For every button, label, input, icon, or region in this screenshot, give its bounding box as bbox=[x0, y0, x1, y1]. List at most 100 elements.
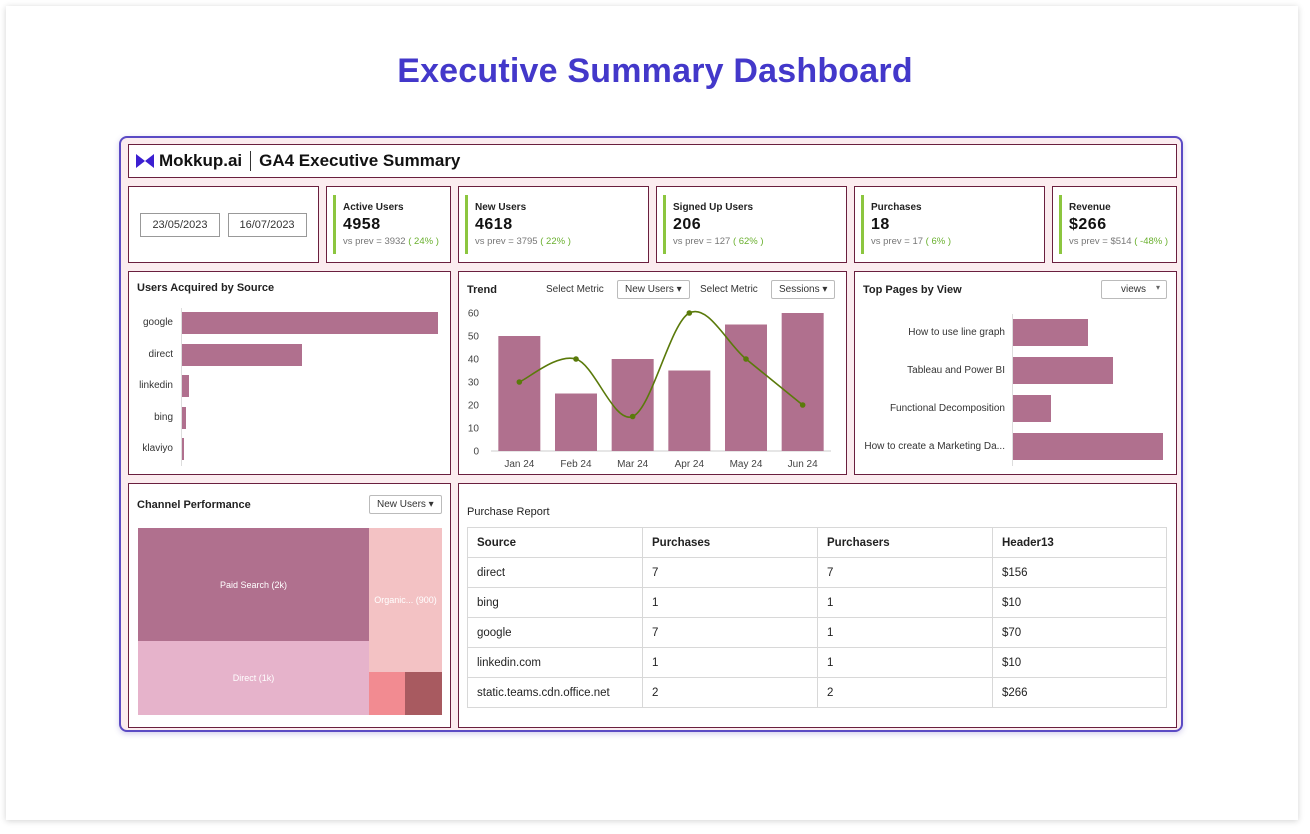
page-bar[interactable] bbox=[1013, 319, 1088, 346]
metric-dropdown-2[interactable]: Sessions ▾ bbox=[771, 280, 836, 299]
y-tick-label: 60 bbox=[468, 309, 480, 320]
table-cell: 2 bbox=[817, 677, 993, 708]
treemap-tile-organic[interactable]: Organic... (900) bbox=[369, 528, 442, 672]
kpi-change: ( 22% ) bbox=[540, 236, 571, 247]
table-row: static.teams.cdn.office.net 2 2 $266 bbox=[467, 677, 1167, 708]
table-cell: google bbox=[467, 617, 643, 648]
x-tick-label: Jun 24 bbox=[788, 459, 818, 470]
trend-point[interactable] bbox=[743, 356, 749, 362]
source-bar[interactable] bbox=[182, 312, 438, 334]
end-date-input[interactable]: 16/07/2023 bbox=[227, 212, 307, 237]
trend-bar[interactable] bbox=[555, 393, 597, 452]
source-bar[interactable] bbox=[182, 438, 185, 460]
kpi-change: ( 24% ) bbox=[408, 236, 439, 247]
kpi-prev: vs prev = 3932 bbox=[343, 236, 406, 247]
date-range-panel: 23/05/2023 16/07/2023 bbox=[128, 186, 319, 263]
table-cell: 2 bbox=[642, 677, 818, 708]
dashboard-frame: Mokkup.ai GA4 Executive Summary 23/05/20… bbox=[119, 136, 1183, 732]
source-axis-line bbox=[181, 308, 182, 466]
users-by-source-title: Users Acquired by Source bbox=[137, 282, 275, 294]
start-date-input[interactable]: 23/05/2023 bbox=[140, 212, 220, 237]
table-cell: linkedin.com bbox=[467, 647, 643, 678]
trend-bar[interactable] bbox=[781, 313, 824, 451]
y-tick-label: 0 bbox=[473, 447, 479, 458]
source-label: google bbox=[142, 317, 173, 328]
kpi-prev: vs prev = 17 bbox=[871, 236, 924, 247]
select-metric-label-1: Select Metric bbox=[546, 284, 604, 295]
trend-bar[interactable] bbox=[611, 359, 654, 451]
page-label: How to create a Marketing Da... bbox=[864, 440, 1005, 452]
treemap-tile-direct[interactable]: Direct (1k) bbox=[138, 641, 369, 715]
trend-bar[interactable] bbox=[668, 370, 711, 452]
source-bar[interactable] bbox=[182, 375, 190, 397]
table-cell: 7 bbox=[642, 557, 818, 588]
channel-performance-panel: Channel Performance New Users ▾ Paid Sea… bbox=[128, 483, 451, 728]
pages-axis-line bbox=[1012, 314, 1013, 466]
trend-point[interactable] bbox=[516, 379, 523, 385]
x-tick-label: Apr 24 bbox=[675, 459, 705, 470]
views-dropdown[interactable]: views ▾ bbox=[1101, 280, 1167, 299]
treemap-tile-small-1[interactable] bbox=[369, 672, 405, 715]
source-label: linkedin bbox=[139, 380, 173, 391]
purchase-report-title: Purchase Report bbox=[467, 506, 550, 518]
trend-bar[interactable] bbox=[725, 324, 767, 452]
kpi-value: 18 bbox=[871, 216, 890, 233]
trend-chart: 60 50 40 30 20 10 0 Jan 24 Feb 24 Mar 24 Apr 24 May… bbox=[468, 309, 831, 470]
page-bar[interactable] bbox=[1013, 395, 1051, 422]
page-title: Executive Summary Dashboard bbox=[397, 52, 913, 90]
mokkup-logo-icon bbox=[136, 154, 154, 168]
table-cell: 1 bbox=[817, 617, 993, 648]
table-header[interactable]: Purchasers bbox=[817, 527, 993, 558]
table-header[interactable]: Purchases bbox=[642, 527, 818, 558]
table-header[interactable]: Source bbox=[467, 527, 643, 558]
source-bar[interactable] bbox=[182, 406, 186, 429]
trend-point[interactable] bbox=[686, 310, 693, 316]
kpi-prev: vs prev = 127 bbox=[673, 236, 731, 247]
channel-performance-title: Channel Performance bbox=[137, 499, 251, 511]
kpi-value: 4958 bbox=[343, 216, 381, 233]
table-header[interactable]: Header13 bbox=[992, 527, 1167, 558]
logo: Mokkup.ai bbox=[135, 151, 242, 171]
metric-dropdown-1[interactable]: New Users ▾ bbox=[617, 280, 690, 299]
kpi-value: $266 bbox=[1069, 216, 1107, 233]
kpi-value: 206 bbox=[673, 216, 702, 233]
top-pages-title: Top Pages by View bbox=[863, 284, 962, 296]
kpi-label: Revenue bbox=[1069, 202, 1111, 213]
kpi-value: 4618 bbox=[475, 216, 513, 233]
chevron-down-icon: ▾ bbox=[1155, 283, 1160, 292]
trend-bar[interactable] bbox=[498, 336, 541, 451]
source-label: direct bbox=[148, 348, 173, 360]
kpi-change: ( 62% ) bbox=[732, 236, 764, 247]
x-tick-label: Feb 24 bbox=[560, 459, 592, 470]
table-cell: $10 bbox=[992, 587, 1167, 618]
table-cell: 1 bbox=[817, 587, 993, 618]
kpi-label: Signed Up Users bbox=[673, 202, 754, 213]
page-bar[interactable] bbox=[1013, 357, 1113, 384]
trend-point[interactable] bbox=[799, 402, 806, 408]
table-cell: 1 bbox=[642, 647, 818, 678]
table-cell: 7 bbox=[817, 557, 993, 588]
kpi-label: Purchases bbox=[871, 202, 922, 213]
kpi-label: New Users bbox=[475, 202, 527, 213]
trend-point[interactable] bbox=[573, 356, 579, 362]
views-dropdown-label: views bbox=[1121, 284, 1147, 295]
source-bar[interactable] bbox=[182, 343, 303, 366]
trend-point[interactable] bbox=[629, 413, 636, 420]
table-cell: $266 bbox=[992, 677, 1167, 708]
table-row: direct 7 7 $156 bbox=[467, 557, 1167, 588]
kpi-prev: vs prev = 3795 bbox=[475, 236, 538, 247]
dashboard-header: Mokkup.ai GA4 Executive Summary bbox=[128, 144, 1177, 178]
treemap-label: Organic... (900) bbox=[374, 595, 437, 605]
table-cell: 1 bbox=[817, 647, 993, 678]
kpi-signed-up-users: Signed Up Users 206 vs prev = 127 ( 62% ) bbox=[656, 186, 847, 263]
trend-title: Trend bbox=[467, 284, 497, 296]
treemap-label: Paid Search (2k) bbox=[219, 579, 288, 590]
page-bar[interactable] bbox=[1013, 433, 1163, 460]
channel-metric-dropdown[interactable]: New Users ▾ bbox=[369, 495, 442, 514]
treemap-tile-small-2[interactable] bbox=[405, 672, 442, 715]
treemap-tile-paid-search[interactable]: Paid Search (2k) bbox=[138, 528, 369, 641]
users-by-source-panel: Users Acquired by Source google direct lin… bbox=[128, 271, 451, 475]
kpi-change: ( 6% ) bbox=[925, 236, 951, 247]
kpi-prev: vs prev = $514 bbox=[1069, 236, 1132, 247]
table-cell: $156 bbox=[992, 557, 1167, 588]
